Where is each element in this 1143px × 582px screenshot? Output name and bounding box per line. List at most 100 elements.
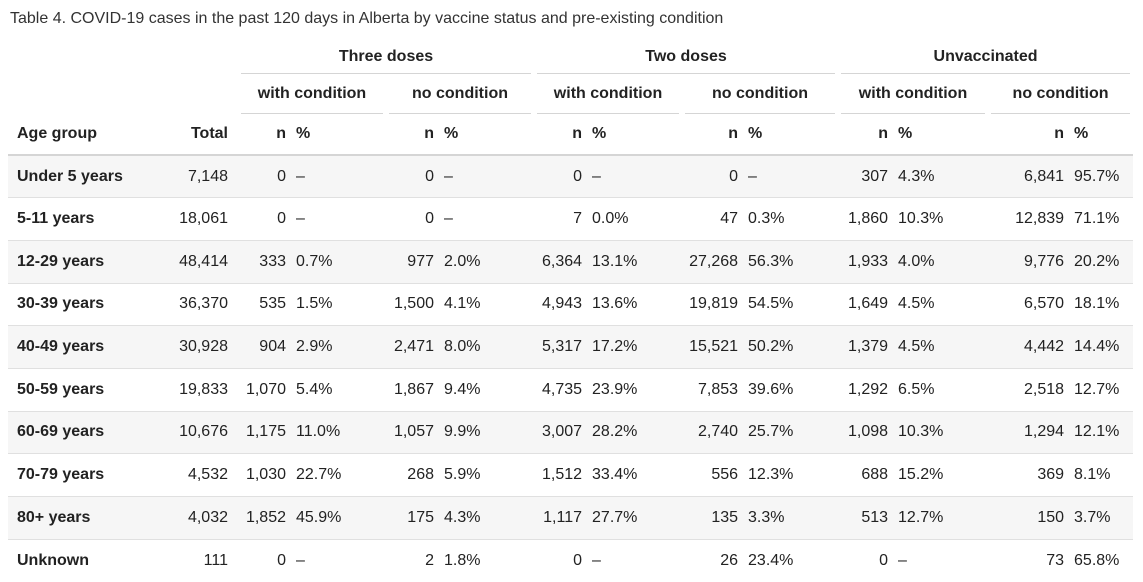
cell-count: 6,841 [988, 155, 1075, 199]
subgroup-header-row: with condition no condition with conditi… [8, 74, 1133, 114]
cell-count: 47 [682, 197, 749, 241]
cell-total: 111 [203, 551, 228, 569]
cell-count: 0 [238, 197, 296, 241]
cell-count: 977 [386, 240, 444, 284]
column-header-n: n [988, 114, 1075, 156]
cell-percent: 4.3% [898, 155, 989, 199]
column-header-pct: % [444, 114, 535, 156]
cell-count: 1,030 [238, 453, 296, 497]
table-row: Under 5 years 7,148 0–0–0–0–307 4.3% 6,841 95… [8, 155, 1134, 199]
cell-percent: 2.0% [444, 240, 535, 284]
cell-count: 2 [425, 551, 434, 569]
cell-count: 19,819 [682, 283, 749, 327]
cell-percent: 33.4% [592, 453, 683, 497]
cell-percent: 15.2% [898, 453, 989, 497]
column-header-n: n [386, 114, 444, 156]
table-row: 60-69 years 10,676 1,175 11.0% 1,057 9.9% 3,00… [8, 411, 1134, 455]
cell-count: 0 [277, 551, 286, 569]
cell-total: 4,032 [158, 496, 238, 540]
table-row: Unknown 111 0–2 1.8% 0–26 23.4% 0–73 65.8% [8, 539, 1133, 582]
cell-percent: 0.3% [748, 197, 839, 241]
cell-percent: 4.3% [444, 496, 535, 540]
cell-percent: 3.3% [748, 496, 839, 540]
cell-total: 4,532 [158, 453, 238, 497]
cell-count: 5,317 [534, 325, 593, 369]
cell-percent: 0.0% [592, 197, 683, 241]
cell-count: 175 [386, 496, 444, 540]
cell-percent: 28.2% [592, 411, 683, 455]
cell-count: 73 [1046, 551, 1065, 569]
cell-count: 2,518 [988, 368, 1075, 412]
header-spacer [158, 40, 238, 74]
column-header-pct: % [1074, 114, 1134, 156]
group-header-two-doses: Two doses [534, 40, 838, 74]
cell-count: 1,933 [838, 240, 899, 284]
cell-percent: 23.9% [592, 368, 683, 412]
column-header-total: Total [158, 114, 238, 156]
cell-count: 0 [573, 551, 583, 569]
cell-count: 6,570 [988, 283, 1075, 327]
table-caption: Table 4. COVID-19 cases in the past 120 … [10, 10, 724, 27]
cell-count: 12,839 [988, 197, 1075, 241]
cell-percent: 12.1% [1074, 411, 1134, 455]
cell-percent: 25.7% [748, 411, 839, 455]
cell-percent: 4.0% [898, 240, 989, 284]
table-header: Three doses Two doses Unvaccinated with … [8, 40, 1134, 156]
cell-percent: 14.4% [1074, 325, 1134, 369]
cell-count: 1,512 [534, 453, 593, 497]
column-header-pct: % [898, 114, 989, 156]
header-spacer [158, 74, 238, 114]
cell-age-group: 5-11 years [8, 197, 158, 241]
table-row: 12-29 years 48,414 333 0.7% 977 2.0% 6,364 13.1… [8, 240, 1134, 284]
cell-age-group: 60-69 years [8, 411, 158, 455]
cell-count: 27,268 [682, 240, 749, 284]
cell-age-group: 70-79 years [8, 453, 158, 497]
subgroup-header: no condition [988, 74, 1133, 114]
cell-count: 0 [238, 155, 296, 199]
cell-count: 513 [838, 496, 899, 540]
cell-count: 268 [386, 453, 444, 497]
cell-percent: 8.1% [1074, 453, 1134, 497]
cell-percent: – [444, 155, 535, 199]
table-row: 5-11 years 18,061 0–0–7 0.0% 47 0.3% 1,860 10.3… [8, 197, 1134, 241]
cell-count: 688 [838, 453, 899, 497]
cell-count: 0 [386, 155, 444, 199]
cell-age-group: 80+ years [8, 496, 158, 540]
cell-count: 369 [988, 453, 1075, 497]
table-row: 70-79 years 4,532 1,030 22.7% 268 5.9% 1,512 33… [8, 453, 1134, 497]
cell-count: 1,070 [238, 368, 296, 412]
cell-count: 7,853 [682, 368, 749, 412]
cell-percent: 17.2% [592, 325, 683, 369]
cell-percent: 65.8% [1074, 551, 1120, 569]
cell-percent: 6.5% [898, 368, 989, 412]
cell-total: 36,370 [158, 283, 238, 327]
cell-percent: 2.9% [296, 325, 386, 369]
cell-total: 10,676 [158, 411, 238, 455]
cell-percent: – [444, 197, 535, 241]
cell-count: 1,379 [838, 325, 899, 369]
cell-count: 1,292 [838, 368, 899, 412]
cell-count: 1,860 [838, 197, 899, 241]
cell-count: 26 [720, 551, 739, 569]
cell-total: 30,928 [158, 325, 238, 369]
cell-count: 135 [682, 496, 749, 540]
column-header-n: n [534, 114, 593, 156]
group-header-three-doses: Three doses [238, 40, 534, 74]
cell-percent: – [296, 551, 305, 569]
cell-total: 19,833 [158, 368, 238, 412]
cell-count: 4,442 [988, 325, 1075, 369]
group-header-unvaccinated: Unvaccinated [838, 40, 1133, 74]
cell-age-group: Under 5 years [8, 155, 158, 199]
cell-percent: 11.0% [296, 411, 386, 455]
cell-count: 307 [838, 155, 899, 199]
cell-count: 150 [988, 496, 1075, 540]
cell-percent: 23.4% [748, 551, 794, 569]
cell-percent: 13.1% [592, 240, 683, 284]
cell-percent: 95.7% [1074, 155, 1134, 199]
cell-percent: 54.5% [748, 283, 839, 327]
cell-percent: 13.6% [592, 283, 683, 327]
table-row: 80+ years 4,032 1,852 45.9% 175 4.3% 1,117 27.7… [8, 496, 1134, 540]
cell-age-group: Unknown [17, 551, 89, 569]
cell-count: 4,943 [534, 283, 593, 327]
cell-percent: 5.9% [444, 453, 535, 497]
